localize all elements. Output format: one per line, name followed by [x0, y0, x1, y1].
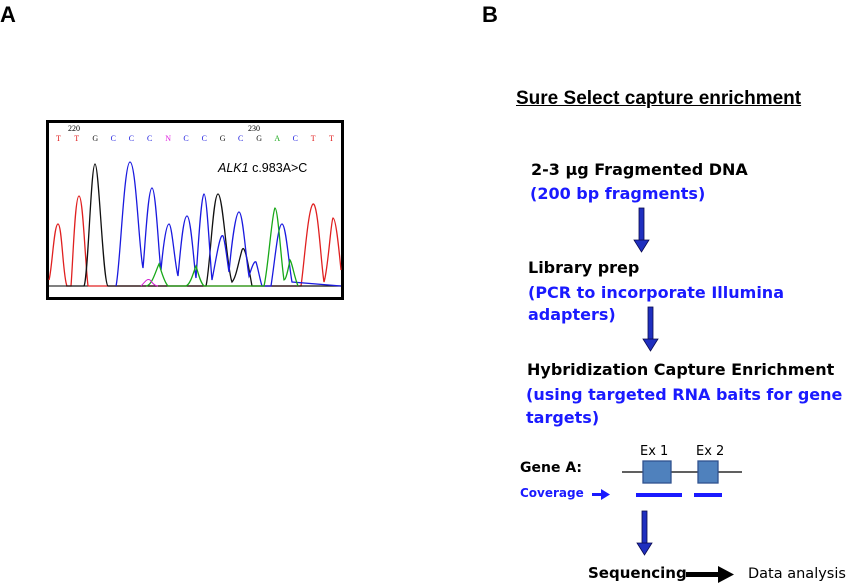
- base-call-8: C: [202, 134, 207, 143]
- step1-detail: (200 bp fragments): [530, 184, 706, 203]
- base-call-5: C: [147, 134, 152, 143]
- base-call-15: T: [329, 134, 334, 143]
- base-call-4: C: [129, 134, 134, 143]
- base-call-9: G: [220, 134, 226, 143]
- trace-black: [66, 163, 341, 287]
- position-220: 220: [68, 124, 80, 133]
- trace-green: [145, 207, 299, 287]
- base-call-12: A: [274, 134, 280, 143]
- trace-magenta: [140, 279, 159, 287]
- workflow-graphics: [592, 207, 742, 583]
- workflow-title: Sure Select capture enrichment: [516, 88, 802, 109]
- base-call-13: C: [293, 134, 298, 143]
- step2-title: Library prep: [528, 258, 640, 277]
- step3-detail-line2: targets): [526, 408, 600, 427]
- coverage-bar-1: [636, 493, 682, 497]
- coverage-arrow: [592, 489, 610, 500]
- annotation-variant: c.983A>C: [249, 161, 308, 175]
- gene-label: Gene A:: [520, 460, 583, 476]
- base-call-11: G: [256, 134, 262, 143]
- variant-annotation: ALK1 c.983A>C: [217, 161, 307, 175]
- coverage-label: Coverage: [520, 486, 584, 500]
- down-arrow-2: [642, 306, 659, 352]
- trace-blue: [115, 161, 342, 287]
- chromatogram: 220 230 T T G C C C N C C G C G A C T T ALK1 c.983A>C: [46, 120, 344, 300]
- base-call-10: C: [238, 134, 243, 143]
- base-call-6: N: [165, 134, 171, 143]
- data-analysis-label: Data analysis: [748, 566, 846, 582]
- base-call-14: T: [311, 134, 316, 143]
- coverage-bar-2: [694, 493, 722, 497]
- step2-detail-line2: adapters): [528, 305, 616, 324]
- right-arrow: [686, 566, 734, 583]
- exon1-box: [642, 460, 672, 484]
- exon1-label: Ex 1: [640, 444, 669, 459]
- base-call-3: C: [111, 134, 116, 143]
- base-call-7: C: [183, 134, 188, 143]
- step1-title: 2-3 µg Fragmented DNA: [531, 160, 748, 179]
- exon2-label: Ex 2: [696, 444, 725, 459]
- annotation-gene: ALK1: [217, 161, 249, 175]
- step2-detail-line1: (PCR to incorporate Illumina: [528, 283, 784, 302]
- position-230: 230: [248, 124, 260, 133]
- down-arrow-3: [636, 510, 653, 556]
- panel-b-label: B: [482, 2, 498, 27]
- exon2-box: [697, 460, 719, 484]
- base-call-1: T: [74, 134, 79, 143]
- step3-detail-line1: (using targeted RNA baits for gene: [526, 385, 843, 404]
- down-arrow-1: [633, 207, 650, 253]
- base-call-0: T: [56, 134, 61, 143]
- panel-a-label: A: [0, 2, 16, 27]
- sequencing-label: Sequencing: [588, 564, 687, 582]
- step3-title: Hybridization Capture Enrichment: [527, 360, 835, 379]
- base-call-2: G: [92, 134, 98, 143]
